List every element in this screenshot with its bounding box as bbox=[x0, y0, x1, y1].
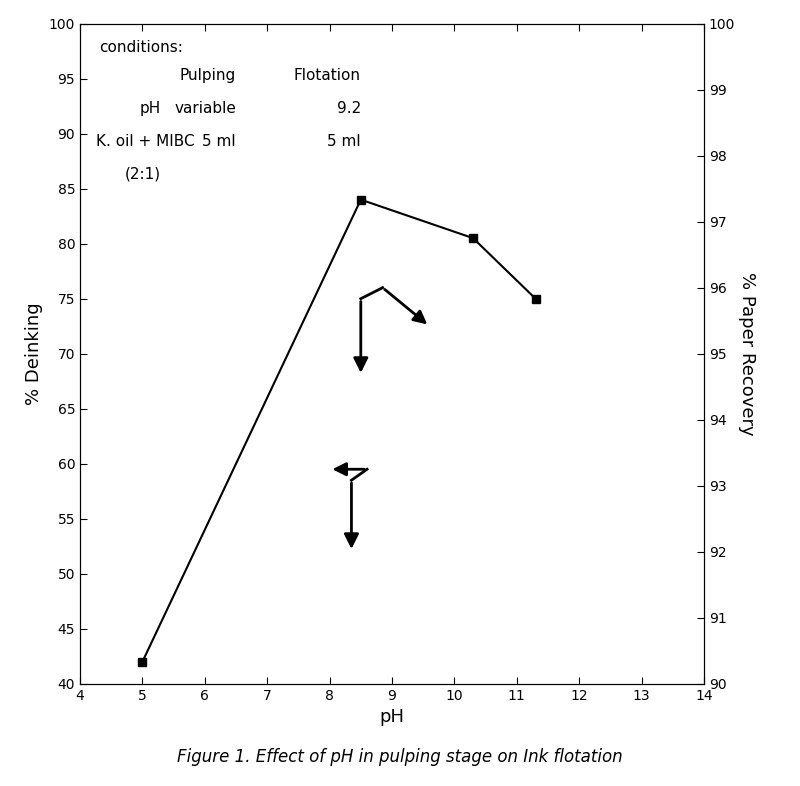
Text: (2:1): (2:1) bbox=[125, 167, 161, 182]
Text: variable: variable bbox=[174, 101, 236, 116]
Text: pH: pH bbox=[140, 101, 161, 116]
Text: 9.2: 9.2 bbox=[337, 101, 361, 116]
Y-axis label: % Deinking: % Deinking bbox=[26, 303, 43, 405]
Text: Flotation: Flotation bbox=[294, 68, 361, 83]
Text: Figure 1. Effect of pH in pulping stage on Ink flotation: Figure 1. Effect of pH in pulping stage … bbox=[177, 748, 623, 766]
Text: Pulping: Pulping bbox=[180, 68, 236, 83]
Text: 5 ml: 5 ml bbox=[202, 134, 236, 149]
Text: K. oil + MIBC: K. oil + MIBC bbox=[96, 134, 194, 149]
Text: conditions:: conditions: bbox=[98, 40, 182, 55]
Text: 5 ml: 5 ml bbox=[327, 134, 361, 149]
X-axis label: pH: pH bbox=[379, 708, 405, 726]
Y-axis label: % Paper Recovery: % Paper Recovery bbox=[738, 272, 756, 435]
